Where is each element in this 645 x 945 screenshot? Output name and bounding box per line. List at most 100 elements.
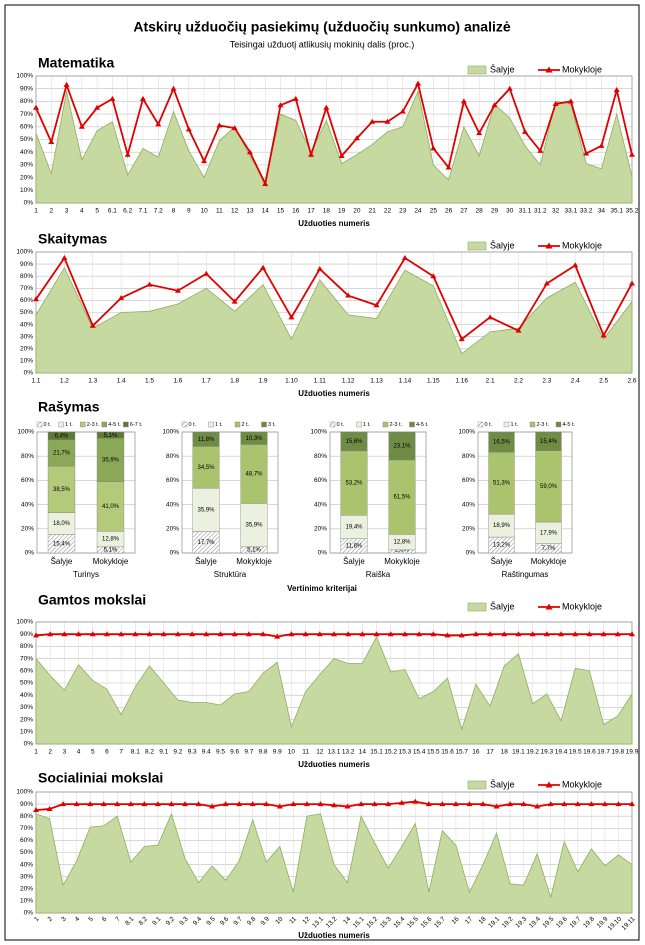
marker — [292, 95, 299, 101]
x-tick-label: 9.6 — [219, 915, 231, 927]
value-label: 10,3% — [245, 436, 263, 442]
bar-segment — [535, 431, 562, 451]
x-tick-label: 26 — [445, 208, 453, 215]
x-tick-label: 19.7 — [597, 749, 610, 756]
x-tick-label: 2.6 — [627, 378, 636, 385]
marker — [118, 631, 125, 637]
legend-swatch — [477, 421, 484, 428]
marker — [425, 801, 432, 807]
marker — [182, 801, 188, 807]
y-tick-label: 10% — [20, 358, 33, 365]
y-tick-label: 0% — [24, 200, 34, 207]
x-tick-label: 2.1 — [486, 378, 495, 385]
marker — [614, 631, 621, 637]
marker — [369, 118, 376, 124]
chart-title: Matematika — [38, 55, 114, 71]
marker — [416, 631, 423, 637]
x-tick-label: 18 — [501, 749, 509, 756]
x-tick-label: 16 — [450, 915, 460, 925]
bar-segment — [388, 459, 416, 535]
x-tick-label: 24 — [414, 208, 422, 215]
y-tick-label: 40% — [21, 501, 34, 508]
marker — [338, 153, 345, 159]
x-tick-label: 2 — [47, 915, 55, 923]
marker — [501, 631, 508, 637]
marker — [401, 631, 408, 637]
marker — [290, 801, 297, 807]
legend-swatch — [101, 421, 108, 428]
x-tick-label: 1.1 — [31, 378, 40, 385]
marker — [174, 287, 181, 293]
x-tick-label: 15.7 — [455, 749, 468, 756]
y-tick-label: 70% — [20, 655, 33, 662]
y-tick-label: 60% — [20, 297, 33, 304]
y-tick-label: 100% — [458, 429, 475, 436]
marker — [572, 262, 579, 268]
x-tick-label: Šalyje — [343, 557, 365, 566]
y-tick-label: 60% — [462, 477, 475, 484]
y-tick-label: 100% — [17, 429, 34, 436]
marker — [87, 801, 94, 807]
bar-segment — [240, 444, 268, 504]
x-tick-label: 19.3 — [541, 749, 554, 756]
marker — [543, 280, 550, 286]
y-tick-label: 10% — [20, 898, 33, 905]
x-tick-label: 1.13 — [370, 378, 383, 385]
x-tick-label: 15 — [277, 208, 285, 215]
legend-label: 3 t. — [268, 422, 276, 428]
x-tick-label: Šalyje — [491, 557, 513, 566]
marker — [170, 85, 177, 91]
legend-label: 0 t. — [189, 422, 197, 428]
value-label: 15,6% — [345, 439, 363, 445]
x-tick-label: 9.7 — [232, 915, 244, 927]
x-tick-label: 1.9 — [259, 378, 268, 385]
x-tick-label: 1.14 — [399, 378, 412, 385]
marker — [222, 801, 229, 807]
legend-label: 4-5 t. — [563, 422, 576, 428]
x-tick-label: 1.2 — [60, 378, 69, 385]
x-tick-label: 17 — [486, 749, 494, 756]
marker — [288, 314, 295, 320]
area — [35, 635, 633, 745]
x-tick-label: 35.1 — [610, 208, 623, 215]
marker — [33, 807, 39, 813]
value-label: 16,5% — [493, 440, 511, 446]
x-axis-label: Užduoties numeris — [298, 760, 370, 769]
legend-swatch — [329, 421, 336, 428]
x-tick-label: 15.6 — [441, 749, 454, 756]
y-tick-label: 90% — [20, 85, 33, 92]
value-label: 11,8% — [346, 543, 363, 549]
panel-title: Raštingumas — [502, 570, 549, 579]
bar-segment — [340, 450, 368, 516]
marker — [75, 631, 82, 637]
y-tick-label: 90% — [20, 631, 33, 638]
y-tick-label: 20% — [166, 526, 179, 533]
value-label: 18,9% — [493, 523, 511, 529]
x-tick-label: 20 — [353, 208, 361, 215]
value-label: 21,7% — [53, 450, 71, 456]
marker — [412, 798, 419, 804]
x-tick-label: Mokykloje — [93, 557, 129, 566]
bar-segment — [240, 503, 268, 548]
marker — [249, 801, 256, 807]
y-tick-label: 20% — [314, 526, 327, 533]
x-tick-label: 12 — [301, 915, 311, 925]
x-tick-label: 1 — [33, 915, 41, 923]
y-tick-label: 60% — [20, 837, 33, 844]
marker — [260, 264, 267, 270]
x-tick-label: 16 — [292, 208, 300, 215]
marker — [154, 801, 161, 807]
marker — [189, 631, 196, 637]
legend-label: 1 t. — [511, 422, 519, 428]
marker — [344, 803, 351, 809]
value-label: 12,8% — [393, 540, 411, 546]
marker — [201, 158, 208, 164]
x-tick-label: 1.8 — [230, 378, 239, 385]
marker — [263, 801, 270, 807]
x-tick-label: 34 — [598, 208, 606, 215]
value-label: 38,5% — [53, 487, 71, 493]
x-tick-label: 15.2 — [384, 749, 397, 756]
marker — [139, 95, 146, 101]
x-tick-label: 19.2 — [526, 749, 539, 756]
area — [35, 266, 633, 374]
